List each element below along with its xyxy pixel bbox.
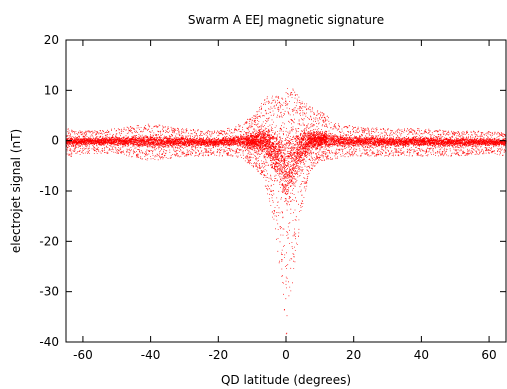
axes: -60 -40 -20 0 20 40 60 -40 -30 -20 -10 0 10 20 (39, 33, 507, 362)
x-tick-label: 60 (481, 348, 496, 362)
y-tick-label: 20 (44, 33, 59, 47)
x-tick-label: -60 (73, 348, 93, 362)
x-tick-label: -20 (209, 348, 229, 362)
scatter-points (65, 88, 507, 335)
y-tick-label: -10 (39, 184, 59, 198)
y-tick-label: 0 (51, 134, 59, 148)
y-tick-label: -40 (39, 335, 59, 349)
x-tick-label: 0 (282, 348, 290, 362)
y-axis-label: electrojet signal (nT) (9, 129, 23, 253)
x-axis-label: QD latitude (degrees) (221, 373, 351, 387)
scatter-point-cloud (65, 88, 507, 335)
y-tick-label: -30 (39, 285, 59, 299)
y-tick-label: 10 (44, 83, 59, 97)
plot-frame (65, 39, 507, 343)
series-0 (65, 88, 507, 335)
x-tick-label: -40 (141, 348, 161, 362)
chart-title: Swarm A EEJ magnetic signature (188, 13, 384, 27)
x-tick-label: 20 (346, 348, 361, 362)
x-tick-label: 40 (414, 348, 429, 362)
y-tick-label: -20 (39, 234, 59, 248)
